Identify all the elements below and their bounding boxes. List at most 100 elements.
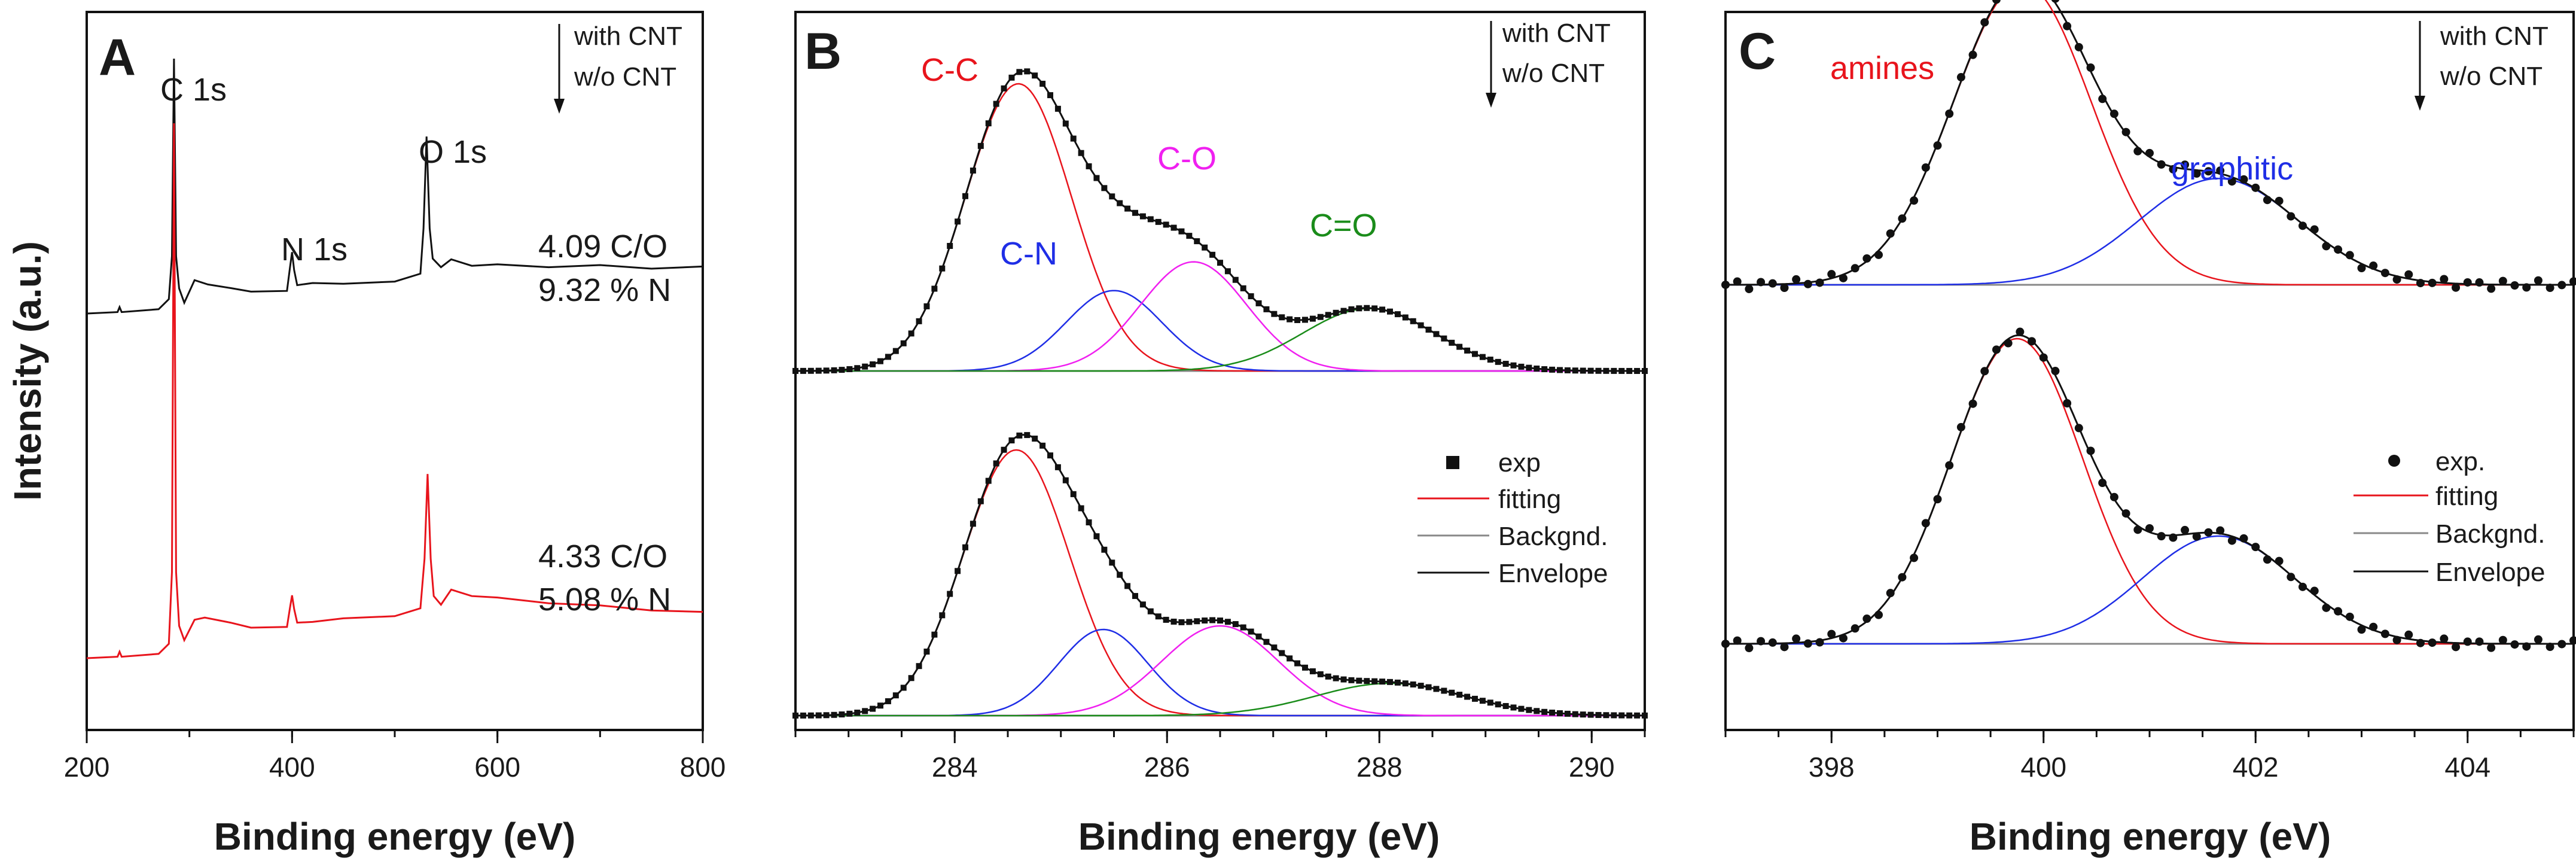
panel-b-bottom-exp-point: [1054, 464, 1061, 470]
panel-c-tick-label: 398: [1809, 752, 1855, 783]
panel-a-o1s-label: O 1s: [419, 134, 487, 170]
panel-b-top-exp-point: [1139, 213, 1146, 220]
panel-b-bottom-exp-point: [1456, 692, 1463, 698]
panel-c-top-exp-point: [1874, 250, 1883, 259]
panel-b-top-exp-point: [962, 193, 968, 199]
panel-c-top-exp-point: [2310, 225, 2319, 234]
panel-c-top-exp-point: [1780, 284, 1789, 293]
panel-b-bottom-exp-point: [1402, 680, 1409, 687]
panel-c-top-exp-point: [1721, 280, 1730, 289]
panel-c-bottom-exp-point: [2475, 637, 2484, 646]
panel-b-top-exp-point: [1032, 72, 1038, 79]
panel-a-series: [86, 58, 703, 659]
panel-c-bottom-exp-point: [2392, 635, 2401, 644]
panel-b-top-exp-point: [1394, 311, 1401, 318]
panel-b-top-exp-point: [1618, 367, 1625, 374]
panel-b-bottom-exp-point: [1642, 712, 1648, 719]
panel-c-top-exp-point: [1992, 0, 2001, 4]
panel-c-top-exp-point: [2063, 22, 2072, 31]
panel-c-top-exp-point: [1910, 196, 1919, 205]
panel-c-xlabel: Binding energy (eV): [1970, 815, 2331, 858]
panel-c-bottom-exp-point: [1745, 644, 1754, 653]
panel-c-top-exp-point: [1968, 50, 1977, 59]
panel-c-bottom-exp-point: [2109, 492, 2118, 501]
panel-b-top-exp-point: [870, 361, 876, 367]
panel-c-bottom-exp-point: [2452, 643, 2461, 652]
panel-c-bottom-exp-point: [2063, 398, 2072, 407]
panel-c-legend-exp-marker: [2388, 455, 2400, 467]
panel-a-xlabel: Binding energy (eV): [214, 815, 576, 858]
panel-b-top-exp-point: [1054, 105, 1061, 112]
panel-c-x-axis: 398 400 402 404: [1724, 730, 2575, 783]
panel-b-bottom-exp-point: [1618, 712, 1625, 719]
panel-b-bottom-exp-point: [1333, 675, 1339, 682]
panel-b-legend-exp: exp: [1498, 448, 1541, 477]
panel-b-top-exp-point: [1309, 315, 1316, 322]
panel-b-top-exp-point: [1464, 347, 1471, 354]
panel-b-bottom-exp-point: [1032, 436, 1038, 442]
panel-b-bottom-exp-point: [1248, 628, 1254, 635]
panel-b-top-exp-point: [1093, 175, 1100, 181]
y-axis-label: Intensity (a.u.): [6, 241, 49, 501]
panel-b-top-exp-point: [1472, 351, 1478, 357]
panel-c-bottom-exp-point: [1956, 422, 1965, 431]
panel-c-top-exp-point: [1956, 73, 1965, 82]
panel-b-top-exp-point: [985, 120, 992, 127]
panel-b-top-exp-point: [1240, 285, 1246, 291]
panel-c-top-exp-point: [1733, 277, 1742, 286]
panel-b-bottom-exp-point: [792, 712, 798, 719]
panel-b-bottom-exp-point: [1634, 712, 1641, 719]
panel-c-bottom-exp-point: [2133, 525, 2142, 534]
panel-c-legend-bg: Backgnd.: [2435, 519, 2545, 549]
panel-b-bottom-exp-point: [985, 477, 992, 484]
panel-c-bottom-exp-point: [2545, 643, 2554, 652]
panel-b-top-exp-point: [1024, 68, 1031, 75]
panel-b-bottom-exp-point: [1024, 432, 1031, 439]
panel-c-bottom-exp-point: [2298, 582, 2307, 591]
panel-b-bottom-exp-point: [1224, 619, 1231, 625]
panel-b-tick-label: 288: [1356, 752, 1403, 783]
panel-c-top-exp-point: [1757, 278, 1766, 287]
panel-c-top-exp-point: [1803, 279, 1812, 288]
panel-c-bottom-exp-point: [1886, 589, 1895, 598]
panel-b-bottom-exp-point: [1549, 710, 1556, 716]
panel-b-top-exp-point: [1186, 233, 1193, 239]
panel-b-bottom-exp-point: [1572, 711, 1578, 717]
panel-b-top-exp-point: [931, 285, 938, 292]
panel-b-top-exp-point: [1502, 361, 1509, 367]
panel-c-top-exp-point: [2192, 169, 2201, 178]
panel-b-cc-label: C-C: [921, 52, 978, 88]
panel-b-top-exp-point: [955, 218, 961, 225]
panel-b-legend-bg: Backgnd.: [1498, 522, 1608, 551]
panel-b-top-component-c-n: [795, 290, 1645, 372]
panel-c-bottom-exp-point: [1980, 367, 1989, 376]
panel-b-top-exp-point: [947, 242, 953, 249]
panel-b-top-exp-point: [1279, 314, 1285, 321]
panel-b-top-exp-point: [939, 265, 946, 272]
panel-b-with-cnt: with CNT: [1502, 19, 1611, 48]
panel-b-top-exp-point: [1356, 305, 1362, 312]
panel-a-tick-label: 200: [64, 752, 110, 783]
panel-c-legend-env: Envelope: [2435, 558, 2545, 587]
panel-b-bottom-exp-point: [1132, 593, 1138, 600]
panel-b-bottom-exp-point: [1325, 673, 1331, 680]
panel-b-top-exp-point: [1132, 209, 1138, 216]
panel-c-top-exp-point: [2227, 177, 2236, 186]
panel-b-bottom-exp-point: [1309, 668, 1316, 674]
panel-b-bottom-exp-point: [931, 631, 938, 638]
panel-b-top-exp-point: [1634, 367, 1641, 374]
panel-b-top-exp-point: [1163, 221, 1169, 228]
panel-b-top-exp-point: [1109, 193, 1115, 200]
panel-b-bottom-exp-point: [1039, 442, 1046, 449]
panel-c-top-exp-point: [1827, 270, 1836, 279]
panel-b-top-exp-point: [1101, 185, 1108, 191]
panel-b-bottom-exp-point: [1441, 687, 1447, 694]
panel-b-top-exp-point: [1642, 367, 1648, 374]
panel-a-spectrum-with-cnt: [86, 58, 703, 315]
panel-b-top-exp-point: [1202, 244, 1208, 251]
panel-b-top-component-c-o: [795, 308, 1645, 372]
panel-b-top-exp-point: [1062, 120, 1069, 127]
panel-b-bottom-exp-point: [955, 568, 961, 574]
panel-c-top-exp-point: [1792, 275, 1801, 284]
